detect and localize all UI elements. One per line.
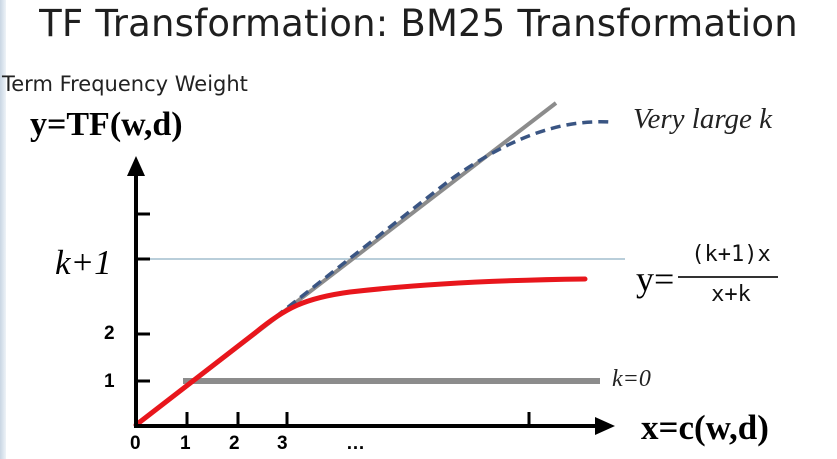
k-zero-label: k=0 xyxy=(612,366,651,392)
very-large-k-label: Very large k xyxy=(633,103,773,135)
x-axis-arrowhead xyxy=(595,417,615,435)
y-tick-2: 2 xyxy=(104,323,115,344)
y-axis-arrowhead xyxy=(127,156,145,176)
y-tick-1: 1 xyxy=(104,371,115,392)
formula-numerator: (k+1)x xyxy=(691,242,771,267)
x-axis-label: x=c(w,d) xyxy=(641,408,769,447)
y-axis-label: y=TF(w,d) xyxy=(30,106,183,143)
formula-fraction-bar xyxy=(678,276,778,278)
formula-denominator: x+k xyxy=(711,282,751,307)
x-tick-ellipsis: … xyxy=(346,433,365,454)
formula-lhs: y= xyxy=(636,259,675,299)
slide-title: TF Transformation: BM25 Transformation xyxy=(39,2,798,45)
bm25-curve xyxy=(133,276,588,428)
x-tick-1: 1 xyxy=(180,433,191,454)
x-tick-2: 2 xyxy=(229,433,240,454)
k-plus-1-label: k+1 xyxy=(55,243,112,282)
y-axis-caption: Term Frequency Weight xyxy=(2,72,248,96)
x-tick-0: 0 xyxy=(130,433,141,454)
x-tick-3: 3 xyxy=(277,433,288,454)
slide-left-edge xyxy=(0,0,6,459)
bm25-formula: y= (k+1)x x+k xyxy=(636,242,786,316)
